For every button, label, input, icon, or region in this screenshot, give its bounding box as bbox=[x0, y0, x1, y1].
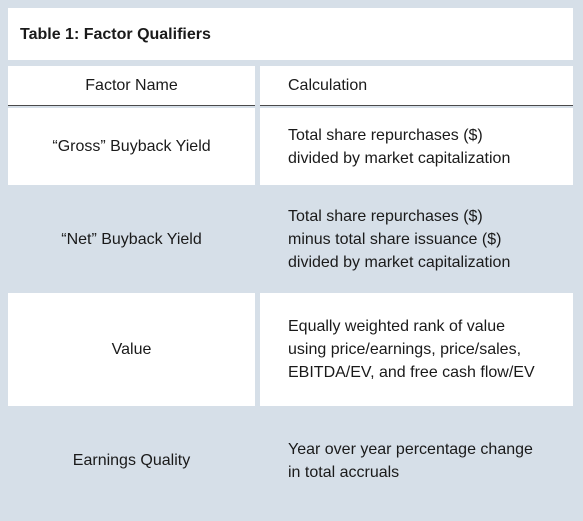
table-row-calculation: Total share repurchases ($) divided by m… bbox=[260, 108, 573, 185]
column-header-factor-name: Factor Name bbox=[8, 66, 255, 106]
table-row-factor: Earnings Quality bbox=[72, 452, 191, 469]
table-row-calculation: Year over year percentage change in tota… bbox=[288, 440, 533, 481]
table-row-factor: Value bbox=[8, 293, 255, 406]
table-row-factor: “Gross” Buyback Yield bbox=[8, 108, 255, 185]
column-header-calculation: Calculation bbox=[260, 66, 573, 106]
table-row-calculation: Equally weighted rank of value using pri… bbox=[260, 293, 573, 406]
table-row-factor: “Net” Buyback Yield bbox=[61, 230, 202, 248]
table-row-calculation: Total share repurchases ($) minus total … bbox=[288, 207, 511, 271]
table-title: Table 1: Factor Qualifiers bbox=[8, 8, 573, 60]
